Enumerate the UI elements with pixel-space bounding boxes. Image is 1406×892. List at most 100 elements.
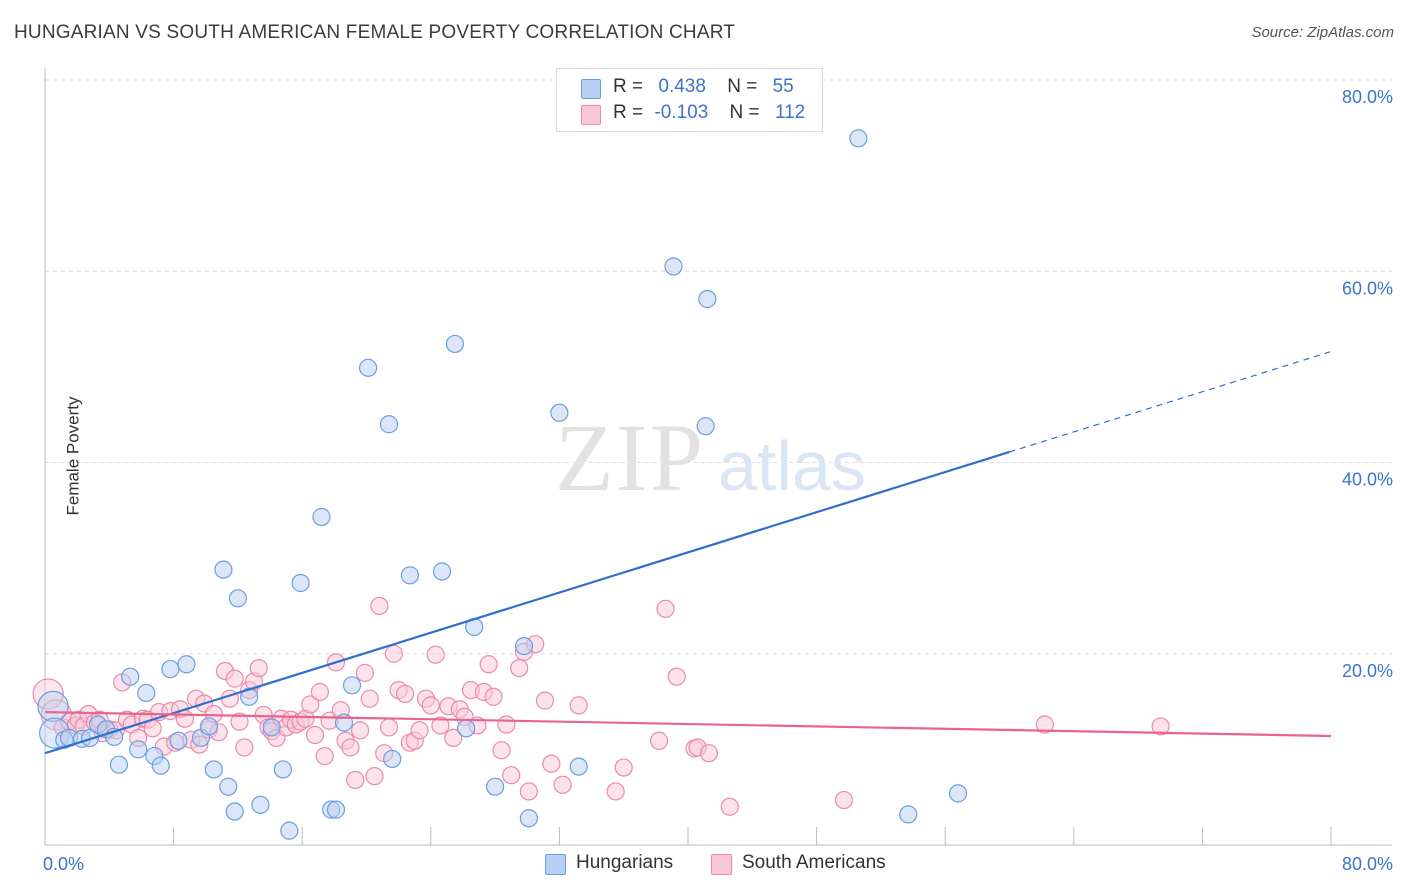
south-americans-point — [1035, 715, 1054, 734]
legend-swatch-blue — [545, 854, 566, 875]
legend-label-south-americans: South Americans — [742, 852, 886, 873]
south-americans-point — [379, 718, 399, 737]
south-americans-trend-line — [44, 710, 1332, 738]
chart-title: HUNGARIAN VS SOUTH AMERICAN FEMALE POVER… — [14, 22, 736, 43]
hungarians-point — [359, 358, 378, 377]
series-hungarians — [37, 129, 968, 840]
hungarians-point — [280, 821, 299, 840]
south-americans-point — [426, 645, 445, 664]
south-americans-point — [834, 790, 854, 810]
legend-r-value: 0.438 — [658, 76, 706, 97]
south-americans-point — [656, 599, 675, 618]
hungarians-trend-line — [44, 450, 1010, 755]
hungarians-point — [219, 777, 238, 796]
hungarians-point — [342, 676, 362, 695]
hungarians-point — [432, 562, 452, 581]
hungarians-point — [514, 636, 534, 656]
south-americans-point — [310, 682, 329, 702]
legend-n-value: 55 — [772, 76, 794, 97]
hungarians-point — [445, 334, 465, 354]
hungarians-point — [696, 417, 715, 436]
hungarians-point — [569, 757, 588, 776]
hungarians-point — [137, 683, 156, 703]
south-americans-point — [502, 766, 521, 785]
hungarians-point — [240, 687, 259, 706]
hungarians-point — [291, 573, 310, 593]
hungarians-point — [457, 719, 476, 738]
south-americans-point — [301, 695, 320, 714]
hungarians-point — [550, 403, 569, 422]
hungarians-point — [199, 717, 219, 736]
y-tick-label: 60.0% — [1342, 278, 1393, 298]
south-americans-point — [365, 767, 384, 786]
hungarians-point — [80, 728, 100, 748]
south-americans-point — [410, 721, 429, 740]
south-americans-point — [350, 721, 370, 740]
south-americans-point — [384, 644, 403, 663]
south-americans-point — [569, 696, 588, 715]
watermark-zip: ZIP — [555, 404, 705, 511]
axes — [44, 68, 1392, 846]
y-tick-label: 80.0% — [1342, 87, 1393, 107]
south-americans-point — [431, 716, 450, 735]
correlation-legend: R = 0.438 N = 55 R = -0.103 N = 112 — [556, 68, 823, 132]
y-tick-label: 40.0% — [1342, 470, 1393, 490]
y-axis-title: Female Poverty — [63, 396, 83, 516]
legend-r-value: -0.103 — [654, 102, 709, 123]
watermark: ZIP atlas — [555, 404, 866, 511]
hungarians-point — [486, 777, 505, 796]
hungarians-point — [273, 760, 293, 779]
south-americans-point — [649, 731, 669, 750]
legend-label-hungarians: Hungarians — [576, 852, 674, 873]
y-tick-label: 20.0% — [1342, 661, 1393, 681]
hungarians-trend-extension — [1009, 351, 1332, 453]
south-americans-point — [395, 684, 415, 704]
south-americans-point — [315, 746, 334, 766]
hungarians-point — [214, 560, 233, 579]
south-americans-point — [225, 669, 244, 688]
hungarians-point — [169, 731, 188, 750]
source-label: Source: ZipAtlas.com — [1251, 24, 1394, 41]
hungarians-point — [262, 718, 281, 737]
south-americans-point — [249, 658, 268, 678]
hungarians-point — [312, 507, 331, 527]
hungarians-point — [228, 589, 247, 608]
hungarians-point — [37, 690, 69, 722]
legend-r-label: R = — [613, 76, 644, 97]
hungarians-point — [664, 257, 683, 276]
hungarians-point — [383, 749, 402, 769]
south-americans-point — [235, 738, 254, 757]
hungarians-point — [121, 667, 140, 686]
hungarians-point — [326, 800, 346, 819]
south-americans-point — [1151, 717, 1170, 736]
hungarians-point — [400, 566, 420, 585]
legend-r-label: R = — [613, 102, 644, 123]
gridlines — [45, 79, 1392, 655]
hungarians-point — [849, 129, 868, 148]
series-south-americans — [32, 596, 1170, 816]
legend-swatch-blue — [581, 79, 601, 99]
hungarians-point — [129, 740, 148, 759]
south-americans-point — [519, 782, 538, 801]
south-americans-point — [370, 596, 389, 616]
legend-n-value: 112 — [774, 102, 806, 123]
legend-swatch-pink — [711, 854, 732, 875]
hungarians-point — [225, 802, 244, 821]
south-americans-point — [444, 728, 463, 748]
legend-n-label: N = — [727, 76, 758, 97]
south-americans-point — [553, 775, 572, 794]
south-americans-point — [510, 658, 529, 678]
south-americans-point — [535, 691, 555, 710]
south-americans-point — [699, 744, 718, 763]
x-tick-label: 0.0% — [43, 854, 84, 874]
south-americans-point — [606, 782, 625, 801]
hungarians-point — [204, 760, 223, 779]
south-americans-point — [542, 754, 561, 773]
legend-swatch-pink — [581, 105, 601, 125]
south-americans-point — [484, 687, 503, 706]
south-americans-point — [230, 712, 249, 731]
south-americans-point — [421, 696, 440, 715]
trend-lines — [44, 351, 1332, 755]
south-americans-point — [346, 770, 365, 790]
